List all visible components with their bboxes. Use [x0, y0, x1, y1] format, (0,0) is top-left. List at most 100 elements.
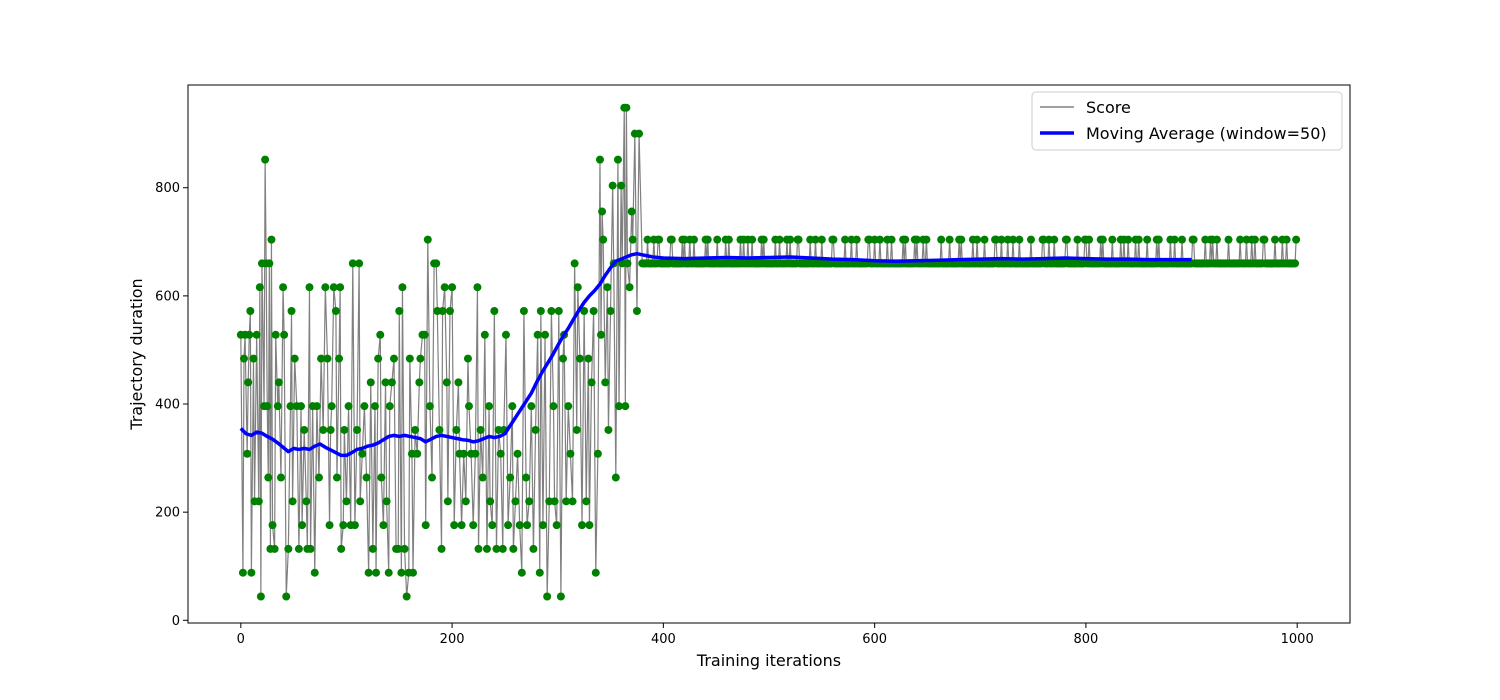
score-point: [549, 402, 558, 411]
score-point: [300, 425, 309, 434]
y-axis-label: Trajectory duration: [127, 278, 146, 430]
score-point: [568, 497, 577, 506]
score-point: [496, 449, 505, 458]
score-point: [1154, 235, 1163, 244]
score-point: [535, 568, 544, 577]
score-point: [331, 307, 340, 316]
score-point: [457, 521, 466, 530]
score-point: [573, 283, 582, 292]
legend-score-label: Score: [1086, 98, 1131, 117]
score-point: [1143, 235, 1152, 244]
score-point: [452, 425, 461, 434]
score-point: [591, 568, 600, 577]
score-point: [1062, 235, 1071, 244]
score-point: [547, 307, 556, 316]
score-point: [353, 425, 362, 434]
score-point: [1009, 235, 1018, 244]
score-point: [667, 235, 676, 244]
y-tick-label: 600: [155, 289, 180, 304]
score-point: [355, 259, 364, 268]
score-point: [416, 354, 425, 363]
score-point: [1178, 235, 1187, 244]
score-point: [402, 592, 411, 601]
score-point: [325, 521, 334, 530]
plot-frame: [187, 84, 1351, 624]
score-point: [1073, 235, 1082, 244]
score-point: [423, 235, 432, 244]
score-point: [1212, 235, 1221, 244]
score-point: [370, 402, 379, 411]
score-point: [445, 307, 454, 316]
y-tick-label: 400: [155, 398, 180, 413]
score-point: [556, 592, 565, 601]
score-point: [980, 235, 989, 244]
score-point: [817, 235, 826, 244]
score-point: [522, 473, 531, 482]
score-point: [239, 354, 248, 363]
score-point: [279, 283, 288, 292]
score-point: [829, 235, 838, 244]
score-point: [366, 378, 375, 387]
score-point: [264, 473, 273, 482]
score-point: [376, 330, 385, 339]
score-point: [811, 235, 820, 244]
score-point: [541, 330, 550, 339]
score-point: [617, 181, 626, 190]
score-point: [411, 425, 420, 434]
score-point: [613, 155, 622, 164]
score-point: [271, 330, 280, 339]
score-point: [384, 568, 393, 577]
score-point: [486, 497, 495, 506]
score-point: [409, 568, 418, 577]
score-point: [570, 259, 579, 268]
score-point: [794, 235, 803, 244]
y-axis-ticks: 0 200 400 600 800: [155, 181, 188, 629]
score-point: [276, 473, 285, 482]
score-point: [517, 568, 526, 577]
legend-box: [1031, 91, 1343, 151]
score-point: [421, 521, 430, 530]
score-point: [327, 402, 336, 411]
score-point: [321, 283, 330, 292]
score-point: [599, 235, 608, 244]
score-point: [379, 521, 388, 530]
score-point: [1236, 235, 1245, 244]
score-point: [326, 425, 335, 434]
score-point: [348, 259, 357, 268]
score-point: [527, 402, 536, 411]
score-point: [249, 354, 258, 363]
score-point: [623, 259, 632, 268]
score-point: [485, 402, 494, 411]
score-point: [478, 473, 487, 482]
score-point: [268, 521, 277, 530]
score-point: [317, 354, 326, 363]
score-point: [595, 155, 604, 164]
score-point: [450, 521, 459, 530]
score-point: [841, 235, 850, 244]
score-point: [519, 307, 528, 316]
score-point: [342, 497, 351, 506]
score-point: [246, 307, 255, 316]
score-point: [273, 402, 282, 411]
x-tick-label: 400: [651, 632, 676, 647]
score-point: [398, 283, 407, 292]
score-point: [488, 521, 497, 530]
score-point: [284, 544, 293, 553]
score-point: [603, 283, 612, 292]
score-point: [1250, 235, 1259, 244]
score-point: [314, 473, 323, 482]
score-point: [247, 568, 256, 577]
score-point: [372, 568, 381, 577]
score-point: [922, 235, 931, 244]
score-point: [525, 497, 534, 506]
score-point: [286, 402, 295, 411]
score-point: [1026, 235, 1035, 244]
legend-moving-average-label: Moving Average (window=50): [1086, 124, 1327, 143]
score-point: [437, 544, 446, 553]
score-point: [582, 497, 591, 506]
score-point: [513, 449, 522, 458]
score-point: [243, 449, 252, 458]
score-point: [875, 235, 884, 244]
score-point: [1292, 235, 1301, 244]
score-point: [438, 307, 447, 316]
